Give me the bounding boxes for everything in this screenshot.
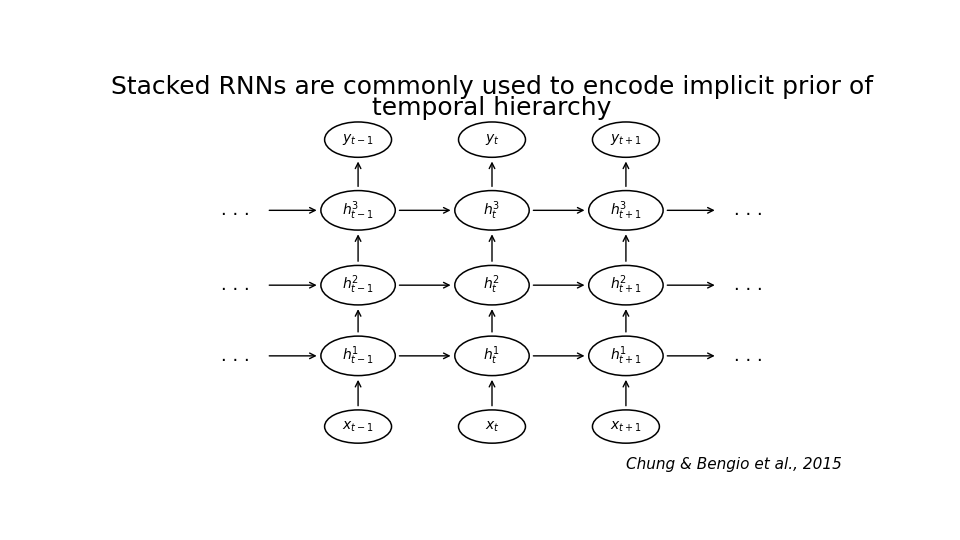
Ellipse shape bbox=[459, 410, 525, 443]
Text: . . .: . . . bbox=[734, 347, 763, 365]
Text: $h^2_{t-1}$: $h^2_{t-1}$ bbox=[342, 274, 374, 296]
Ellipse shape bbox=[455, 191, 529, 230]
Ellipse shape bbox=[321, 266, 396, 305]
Text: temporal hierarchy: temporal hierarchy bbox=[372, 96, 612, 120]
Text: Stacked RNNs are commonly used to encode implicit prior of: Stacked RNNs are commonly used to encode… bbox=[111, 75, 873, 99]
Ellipse shape bbox=[588, 266, 663, 305]
Ellipse shape bbox=[459, 122, 525, 157]
Ellipse shape bbox=[324, 122, 392, 157]
Text: $x_t$: $x_t$ bbox=[485, 420, 499, 434]
Text: $x_{t+1}$: $x_{t+1}$ bbox=[611, 420, 641, 434]
Ellipse shape bbox=[324, 410, 392, 443]
Text: . . .: . . . bbox=[734, 276, 763, 294]
Text: $y_{t-1}$: $y_{t-1}$ bbox=[343, 132, 373, 147]
Ellipse shape bbox=[588, 336, 663, 376]
Ellipse shape bbox=[321, 336, 396, 376]
Text: $h^3_{t-1}$: $h^3_{t-1}$ bbox=[342, 199, 374, 221]
Text: . . .: . . . bbox=[221, 347, 250, 365]
Text: Chung & Bengio et al., 2015: Chung & Bengio et al., 2015 bbox=[626, 457, 842, 472]
Text: $h^3_{t}$: $h^3_{t}$ bbox=[484, 199, 500, 221]
Text: $y_{t+1}$: $y_{t+1}$ bbox=[611, 132, 641, 147]
Ellipse shape bbox=[455, 266, 529, 305]
Text: $h^1_{t+1}$: $h^1_{t+1}$ bbox=[610, 345, 642, 367]
Text: . . .: . . . bbox=[221, 201, 250, 219]
Text: . . .: . . . bbox=[734, 201, 763, 219]
Text: $h^2_{t}$: $h^2_{t}$ bbox=[484, 274, 500, 296]
Text: $h^2_{t+1}$: $h^2_{t+1}$ bbox=[610, 274, 642, 296]
Text: . . .: . . . bbox=[221, 276, 250, 294]
Ellipse shape bbox=[592, 122, 660, 157]
Ellipse shape bbox=[592, 410, 660, 443]
Text: $x_{t-1}$: $x_{t-1}$ bbox=[343, 420, 373, 434]
Text: $h^1_{t}$: $h^1_{t}$ bbox=[484, 345, 500, 367]
Text: $h^1_{t-1}$: $h^1_{t-1}$ bbox=[342, 345, 374, 367]
Text: $h^3_{t+1}$: $h^3_{t+1}$ bbox=[610, 199, 642, 221]
Text: $y_t$: $y_t$ bbox=[485, 132, 499, 147]
Ellipse shape bbox=[455, 336, 529, 376]
Ellipse shape bbox=[588, 191, 663, 230]
Ellipse shape bbox=[321, 191, 396, 230]
